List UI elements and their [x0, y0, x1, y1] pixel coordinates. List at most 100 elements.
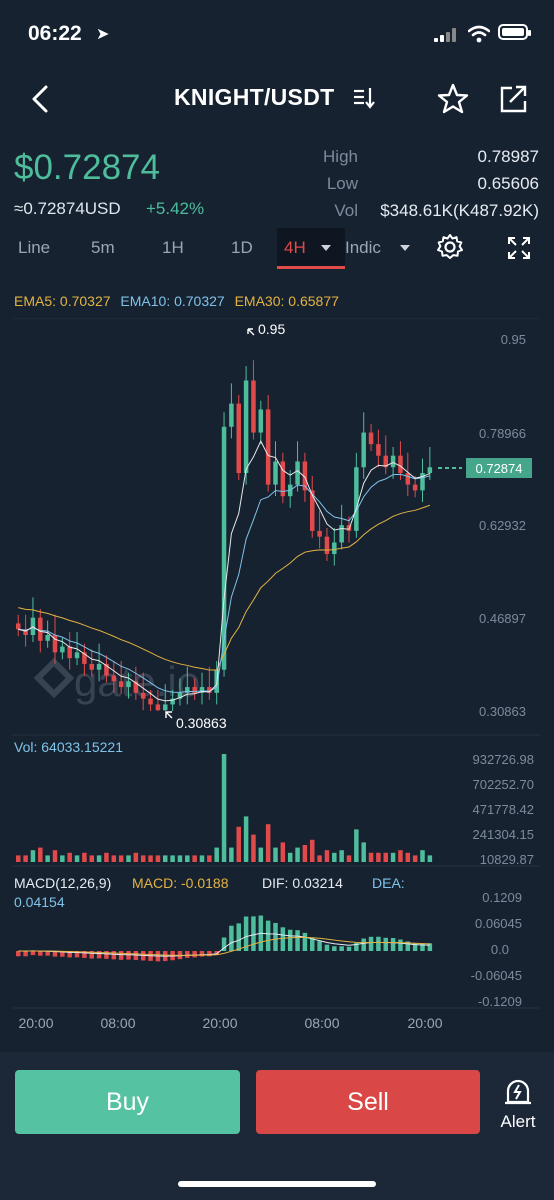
wifi-icon [468, 25, 490, 43]
fullscreen-icon[interactable] [506, 235, 532, 261]
candle [412, 484, 418, 491]
dea-value: 0.04154 [14, 894, 65, 910]
tab-indic[interactable]: Indic [345, 238, 381, 257]
candle [118, 681, 124, 688]
volume-bar [398, 850, 403, 862]
chevron-down-icon[interactable] [321, 245, 331, 251]
macd-bar [30, 951, 36, 956]
pair-switch-icon[interactable] [352, 86, 376, 110]
back-chevron-icon[interactable] [28, 84, 54, 114]
macd-bar [126, 951, 131, 960]
macd-bar [280, 927, 286, 951]
volume-bar [170, 855, 175, 862]
header: KNIGHT/USDT [0, 70, 554, 126]
volume-bar [207, 855, 212, 862]
volume-bar [368, 852, 374, 862]
candle [295, 461, 300, 485]
buy-button[interactable]: Buy [15, 1070, 240, 1134]
macd-bar [332, 946, 337, 951]
tab-active-background [277, 228, 345, 268]
low-marker-label: 0.30863 [176, 715, 227, 731]
volume-bar [287, 852, 293, 862]
volume-bar [118, 855, 124, 862]
star-icon[interactable] [436, 82, 470, 116]
alert-label: Alert [500, 1112, 536, 1131]
pair-title[interactable]: KNIGHT/USDT [174, 84, 335, 110]
macd-bar [52, 951, 58, 957]
battery-icon [498, 24, 531, 40]
candle [376, 444, 381, 456]
candle [185, 687, 190, 693]
volume-bar [346, 855, 352, 862]
volume-bar [265, 824, 271, 862]
price-tick: 0.46897 [479, 611, 526, 626]
candle [317, 530, 322, 537]
macd-bar [104, 951, 109, 959]
volume-bar [104, 852, 109, 862]
candle [82, 652, 87, 664]
price-chart[interactable]: gate.io 0.95 0.78966 0.62932 0.46897 0.3… [12, 318, 540, 1038]
candle [354, 467, 359, 531]
ema10-line [18, 473, 430, 693]
time-tick: 20:00 [407, 1015, 442, 1031]
sell-button[interactable]: Sell [256, 1070, 480, 1134]
volume-bar [89, 855, 94, 862]
home-indicator [178, 1181, 376, 1187]
macd-bar [96, 951, 102, 959]
volume-bar [111, 855, 117, 862]
macd-bar [317, 941, 322, 951]
candle [45, 635, 50, 641]
candle [229, 403, 234, 427]
macd-bar [111, 951, 117, 960]
macd-bar [310, 937, 315, 951]
location-arrow-icon: ➤ [96, 26, 110, 43]
alert-icon [505, 1079, 531, 1105]
dea-label: DEA: [372, 875, 405, 891]
dif-value: DIF: 0.03214 [262, 875, 343, 891]
chevron-down-icon[interactable] [400, 245, 410, 251]
volume-bar [140, 855, 146, 862]
candle [52, 635, 58, 653]
cellular-signal-icon [434, 28, 460, 42]
dea-line [18, 936, 430, 956]
macd-value: MACD: -0.0188 [132, 875, 229, 891]
macd-bar [361, 938, 366, 951]
current-price-badge [466, 458, 532, 478]
macd-bar [265, 920, 271, 951]
gear-icon[interactable] [436, 233, 464, 261]
macd-bar [236, 923, 241, 951]
share-icon[interactable] [496, 82, 530, 116]
volume-bars [16, 754, 433, 862]
macd-bar [45, 951, 50, 956]
high-label: High [323, 147, 358, 166]
volume-bar [310, 839, 315, 862]
vol-value: $348.61K(K487.92K) [380, 201, 539, 220]
volume-bar [52, 850, 58, 862]
volume-bar [133, 852, 139, 862]
price-change-percent: +5.42% [146, 199, 205, 218]
tab-line[interactable]: Line [18, 238, 51, 257]
volume-bar [376, 852, 381, 862]
tab-5m[interactable]: 5m [91, 238, 115, 257]
macd-bar [118, 951, 124, 960]
volume-bar [38, 847, 43, 862]
vol-label: Vol [334, 201, 358, 220]
alert-button[interactable]: Alert [492, 1076, 544, 1136]
candle [221, 426, 227, 670]
ema30-value: EMA30: 0.65877 [234, 293, 339, 309]
macd-axis: 0.1209 0.06045 0.0 -0.06045 -0.1209 [471, 890, 522, 1009]
candle [177, 692, 183, 699]
tab-4h[interactable]: 4H [284, 238, 306, 257]
ema10-value: EMA10: 0.70327 [120, 293, 225, 309]
macd-bar [324, 944, 330, 951]
candle [140, 692, 146, 699]
tab-1h[interactable]: 1H [162, 238, 184, 257]
volume-bar [243, 816, 249, 862]
candle [302, 461, 308, 491]
volume-bar [420, 850, 425, 862]
candle [398, 455, 403, 474]
candle [16, 623, 21, 630]
current-price-label: 0.72874 [476, 461, 523, 476]
volume-bar [354, 829, 359, 862]
tab-1d[interactable]: 1D [231, 238, 253, 257]
